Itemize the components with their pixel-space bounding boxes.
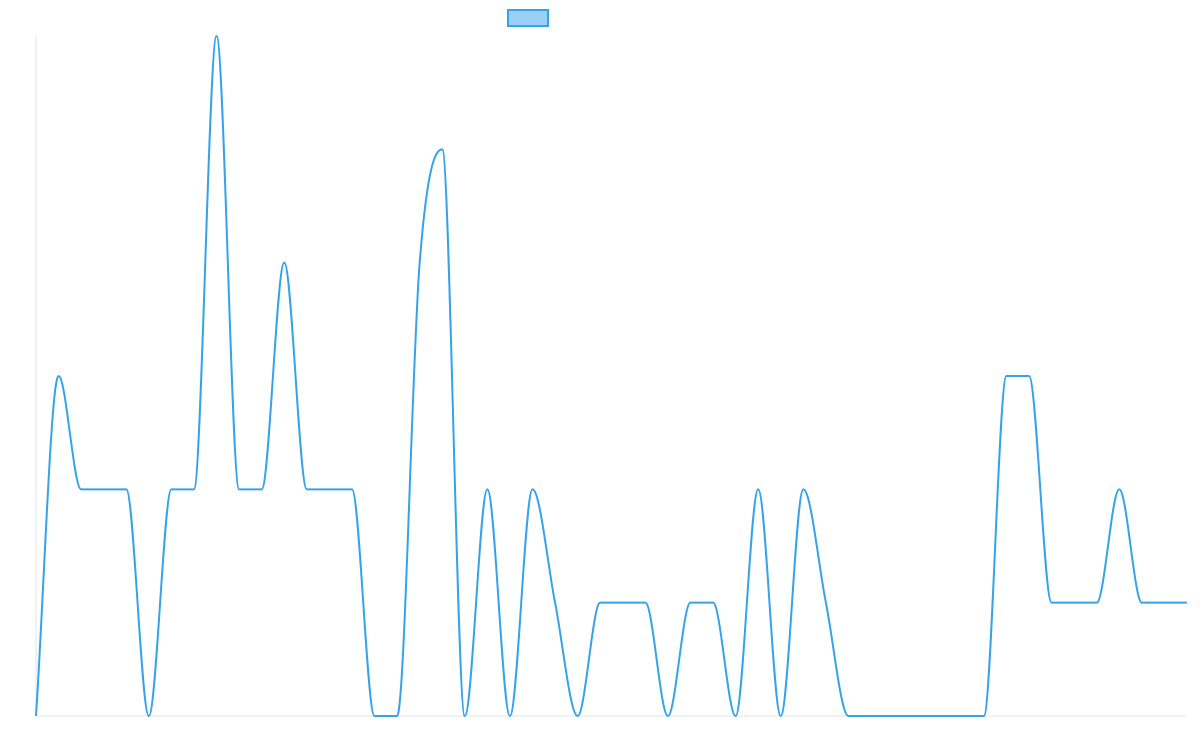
- data-point[interactable]: [620, 600, 626, 606]
- data-point[interactable]: [349, 486, 355, 492]
- data-point[interactable]: [1003, 373, 1009, 379]
- data-point[interactable]: [33, 713, 39, 719]
- data-point[interactable]: [891, 713, 897, 719]
- data-point[interactable]: [1161, 600, 1167, 606]
- data-point[interactable]: [123, 486, 129, 492]
- data-point[interactable]: [552, 600, 558, 606]
- data-point[interactable]: [755, 486, 761, 492]
- data-point[interactable]: [1094, 600, 1100, 606]
- data-point[interactable]: [484, 486, 490, 492]
- data-point[interactable]: [868, 713, 874, 719]
- axes: [35, 36, 1187, 717]
- data-point[interactable]: [326, 486, 332, 492]
- data-point[interactable]: [304, 486, 310, 492]
- data-point[interactable]: [800, 486, 806, 492]
- data-point[interactable]: [259, 486, 265, 492]
- series-layer: [33, 33, 1190, 719]
- data-point[interactable]: [597, 600, 603, 606]
- data-point[interactable]: [1049, 600, 1055, 606]
- data-point[interactable]: [56, 373, 62, 379]
- data-point[interactable]: [778, 713, 784, 719]
- data-point[interactable]: [417, 260, 423, 266]
- data-point[interactable]: [575, 713, 581, 719]
- data-point[interactable]: [394, 713, 400, 719]
- data-point[interactable]: [1071, 600, 1077, 606]
- data-point[interactable]: [168, 486, 174, 492]
- data-point[interactable]: [1116, 486, 1122, 492]
- data-point[interactable]: [1026, 373, 1032, 379]
- data-point[interactable]: [236, 486, 242, 492]
- data-point[interactable]: [146, 713, 152, 719]
- data-point[interactable]: [845, 713, 851, 719]
- data-point[interactable]: [462, 713, 468, 719]
- legend[interactable]: [507, 9, 549, 27]
- data-point[interactable]: [665, 713, 671, 719]
- data-point[interactable]: [507, 713, 513, 719]
- legend-swatch[interactable]: [507, 9, 549, 27]
- data-point[interactable]: [642, 600, 648, 606]
- data-point[interactable]: [214, 33, 220, 39]
- data-point[interactable]: [710, 600, 716, 606]
- data-point[interactable]: [1139, 600, 1145, 606]
- data-point[interactable]: [981, 713, 987, 719]
- series-line-0: [35, 35, 1187, 717]
- data-point[interactable]: [958, 713, 964, 719]
- data-point[interactable]: [687, 600, 693, 606]
- data-point[interactable]: [1184, 600, 1190, 606]
- data-point[interactable]: [913, 713, 919, 719]
- data-point[interactable]: [530, 486, 536, 492]
- data-point[interactable]: [372, 713, 378, 719]
- data-point[interactable]: [78, 486, 84, 492]
- data-point[interactable]: [439, 146, 445, 152]
- data-point[interactable]: [101, 486, 107, 492]
- data-point[interactable]: [936, 713, 942, 719]
- data-point[interactable]: [733, 713, 739, 719]
- data-point[interactable]: [281, 260, 287, 266]
- data-point[interactable]: [191, 486, 197, 492]
- data-point[interactable]: [823, 600, 829, 606]
